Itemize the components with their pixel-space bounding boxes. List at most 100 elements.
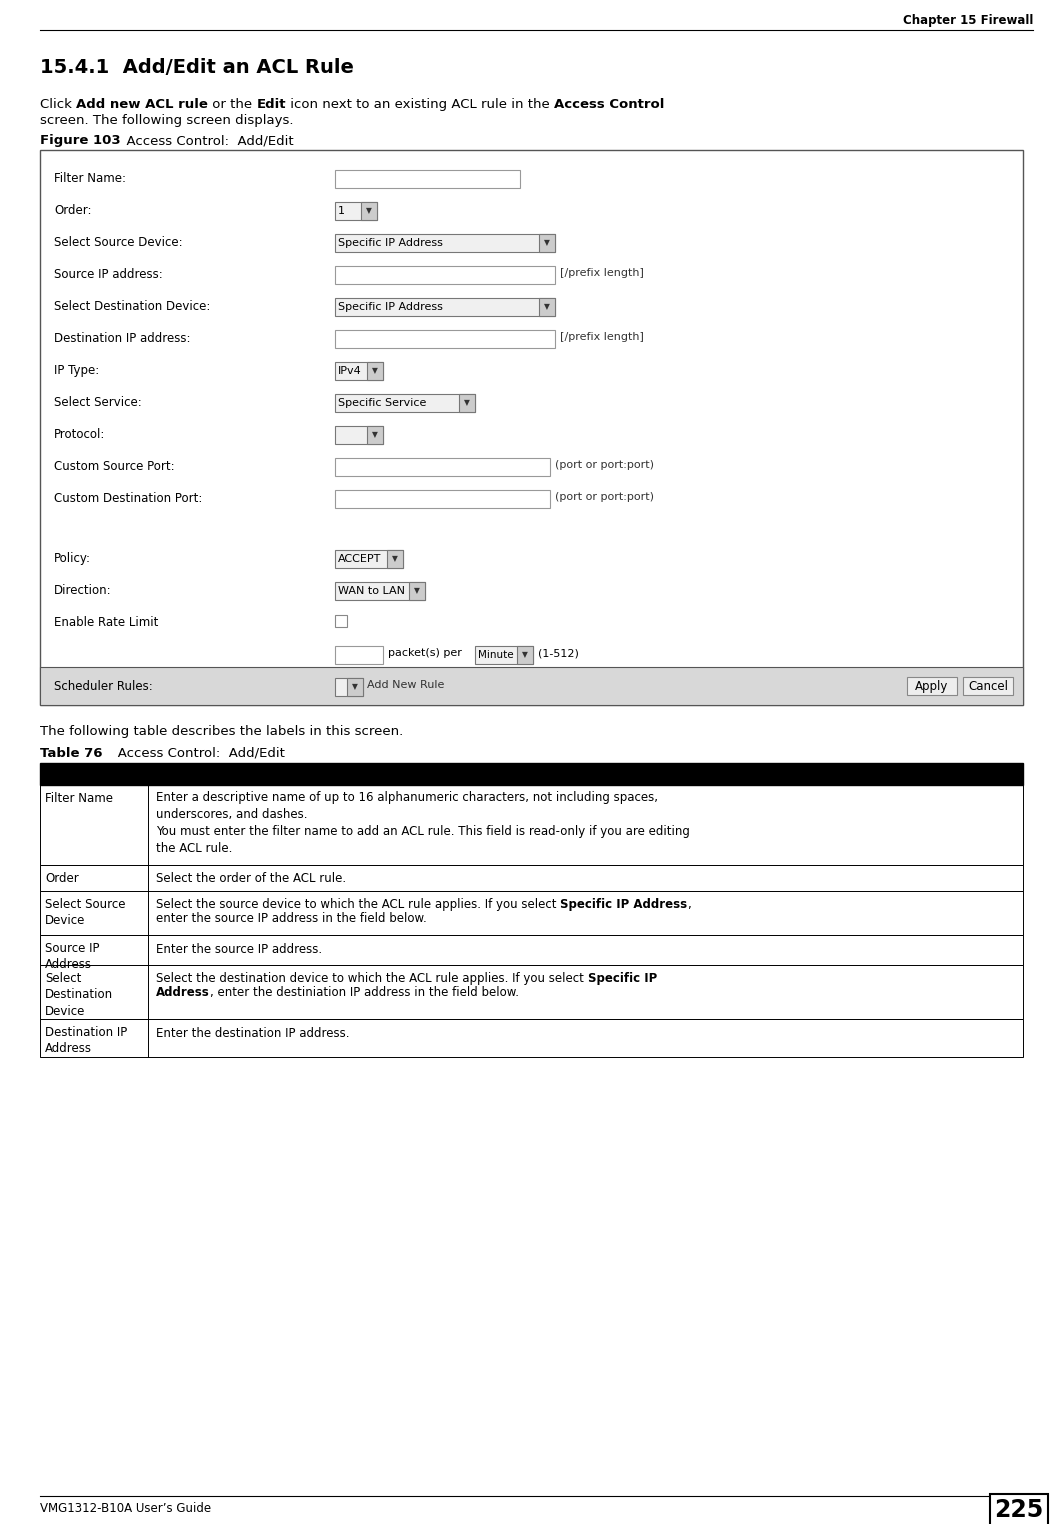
Text: Select
Destination
Device: Select Destination Device: [45, 972, 113, 1018]
Text: Access Control:  Add/Edit: Access Control: Add/Edit: [105, 747, 285, 760]
Text: Custom Destination Port:: Custom Destination Port:: [54, 492, 202, 504]
Text: ▼: ▼: [352, 683, 358, 692]
Text: Specific IP: Specific IP: [588, 972, 657, 985]
Text: Enable Rate Limit: Enable Rate Limit: [54, 616, 158, 629]
Text: Apply: Apply: [915, 680, 948, 693]
Text: LABEL: LABEL: [45, 767, 88, 780]
Bar: [907, 677, 957, 695]
Bar: [335, 395, 475, 411]
Bar: [40, 764, 1023, 785]
Bar: [335, 616, 347, 626]
Text: (port or port:port): (port or port:port): [555, 492, 654, 501]
Text: Select Destination Device:: Select Destination Device:: [54, 300, 210, 312]
Text: Specific IP Address: Specific IP Address: [560, 898, 688, 911]
Text: Cancel: Cancel: [968, 680, 1008, 693]
Bar: [40, 1020, 1023, 1058]
Bar: [40, 785, 1023, 866]
Text: Enter the source IP address.: Enter the source IP address.: [156, 943, 322, 956]
Bar: [335, 491, 550, 507]
Bar: [335, 267, 555, 283]
Text: enter the source IP address in the field below.: enter the source IP address in the field…: [156, 911, 426, 925]
Bar: [40, 668, 1023, 706]
Text: Specific Service: Specific Service: [338, 398, 426, 408]
Text: ▼: ▼: [392, 555, 398, 564]
Text: Chapter 15 Firewall: Chapter 15 Firewall: [902, 14, 1033, 27]
Bar: [347, 678, 362, 696]
Bar: [387, 550, 403, 568]
Bar: [361, 203, 377, 219]
Bar: [459, 395, 475, 411]
Text: Select Source
Device: Select Source Device: [45, 898, 125, 928]
Bar: [990, 1494, 1048, 1524]
Bar: [539, 299, 555, 315]
Text: ▼: ▼: [415, 587, 420, 596]
Bar: [335, 299, 555, 315]
Text: Select the order of the ACL rule.: Select the order of the ACL rule.: [156, 872, 347, 885]
Text: Policy:: Policy:: [54, 552, 91, 565]
Text: Destination IP address:: Destination IP address:: [54, 332, 190, 344]
Text: Access Control: Access Control: [554, 98, 664, 111]
Text: Custom Source Port:: Custom Source Port:: [54, 460, 174, 472]
Text: 1: 1: [338, 206, 345, 216]
Text: Specific IP Address: Specific IP Address: [338, 302, 443, 312]
Text: Select Source Device:: Select Source Device:: [54, 236, 183, 248]
Bar: [335, 235, 555, 251]
Bar: [40, 149, 1023, 706]
Text: You must enter the filter name to add an ACL rule. This field is read-only if yo: You must enter the filter name to add an…: [156, 824, 690, 855]
Text: Source IP address:: Source IP address:: [54, 268, 163, 280]
Text: ▼: ▼: [544, 302, 550, 311]
Text: Scheduler Rules:: Scheduler Rules:: [54, 680, 153, 693]
Text: IP Type:: IP Type:: [54, 364, 99, 376]
Text: Click: Click: [40, 98, 77, 111]
Bar: [475, 646, 533, 664]
Bar: [335, 331, 555, 347]
Bar: [335, 550, 403, 568]
Bar: [367, 427, 383, 443]
Text: Order:: Order:: [54, 204, 91, 216]
Bar: [40, 936, 1023, 965]
Text: [/prefix length]: [/prefix length]: [560, 332, 644, 341]
Bar: [40, 866, 1023, 892]
Text: Order: Order: [45, 872, 79, 885]
Text: or the: or the: [208, 98, 256, 111]
Text: Direction:: Direction:: [54, 584, 112, 597]
Text: Table 76: Table 76: [40, 747, 102, 760]
Text: Edit: Edit: [256, 98, 286, 111]
Text: Select the source device to which the ACL rule applies. If you select: Select the source device to which the AC…: [156, 898, 560, 911]
Text: icon next to an existing ACL rule in the: icon next to an existing ACL rule in the: [286, 98, 554, 111]
Text: ▼: ▼: [372, 430, 378, 439]
Text: (1-512): (1-512): [538, 648, 579, 658]
Text: ▼: ▼: [372, 366, 378, 375]
Bar: [40, 965, 1023, 1020]
Text: DESCRIPTION: DESCRIPTION: [156, 767, 250, 780]
Bar: [335, 646, 383, 664]
Text: ▼: ▼: [465, 398, 470, 407]
Bar: [335, 459, 550, 475]
Text: , enter the destiniation IP address in the field below.: , enter the destiniation IP address in t…: [209, 986, 519, 1000]
Text: Specific IP Address: Specific IP Address: [338, 238, 443, 248]
Text: Destination IP
Address: Destination IP Address: [45, 1026, 128, 1056]
Bar: [335, 203, 377, 219]
Text: Select the destination device to which the ACL rule applies. If you select: Select the destination device to which t…: [156, 972, 588, 985]
Text: Minute: Minute: [478, 651, 513, 660]
Text: Enter the destination IP address.: Enter the destination IP address.: [156, 1027, 350, 1039]
Text: Address: Address: [156, 986, 209, 1000]
Text: ▼: ▼: [544, 238, 550, 247]
Text: Filter Name:: Filter Name:: [54, 172, 126, 184]
Text: IPv4: IPv4: [338, 366, 361, 376]
Text: 15.4.1  Add/Edit an ACL Rule: 15.4.1 Add/Edit an ACL Rule: [40, 58, 354, 78]
Text: [/prefix length]: [/prefix length]: [560, 268, 644, 277]
Text: Select Service:: Select Service:: [54, 396, 141, 408]
Text: ,: ,: [688, 898, 691, 911]
Text: ▼: ▼: [522, 651, 528, 660]
Bar: [335, 582, 425, 600]
Bar: [335, 678, 362, 696]
Text: Add New Rule: Add New Rule: [367, 680, 444, 690]
Bar: [539, 235, 555, 251]
Text: (port or port:port): (port or port:port): [555, 460, 654, 469]
Text: ACCEPT: ACCEPT: [338, 555, 382, 564]
Text: packet(s) per: packet(s) per: [388, 648, 462, 658]
Bar: [409, 582, 425, 600]
Text: 225: 225: [994, 1498, 1044, 1522]
Text: Access Control:  Add/Edit: Access Control: Add/Edit: [118, 134, 293, 146]
